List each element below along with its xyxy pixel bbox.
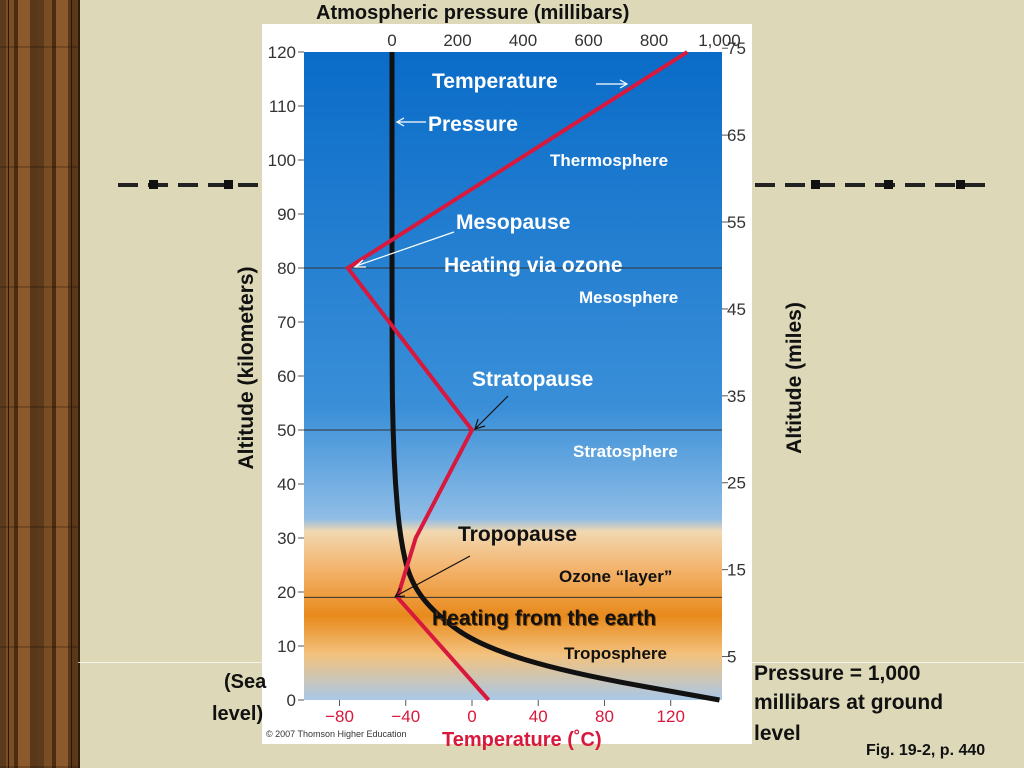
- temperature-series-line: [344, 50, 689, 702]
- temperature-annotation: Temperature: [432, 70, 558, 93]
- mesopause-annotation: Mesopause: [456, 211, 571, 234]
- x-top-tick-label: 200: [443, 31, 471, 50]
- y-left-tick-label: 80: [277, 259, 296, 278]
- y-left-axis-title: Altitude (kilometers): [235, 266, 258, 470]
- heating-from-earth-annotation: Heating from the earth: [432, 607, 657, 630]
- top-axis-title: Atmospheric pressure (millibars): [316, 2, 630, 24]
- troposphere-label: Troposphere: [564, 644, 667, 663]
- marker-square: [811, 180, 820, 189]
- x-top-tick-label: 0: [387, 31, 396, 50]
- heating-via-ozone-annotation: Heating via ozone: [444, 254, 623, 277]
- stratopause-annotation: Stratopause: [472, 368, 594, 391]
- marker-square: [149, 180, 158, 189]
- x-bottom-tick-label: 120: [657, 707, 685, 726]
- y-left-tick-label: 100: [268, 151, 296, 170]
- x-bottom-tick-label: 80: [595, 707, 614, 726]
- dashed-line-left: [118, 183, 260, 187]
- y-right-tick-label: 75: [727, 39, 746, 58]
- x-top-tick-label: 600: [574, 31, 602, 50]
- marker-square: [884, 180, 893, 189]
- y-right-tick-label: 35: [727, 387, 746, 406]
- y-left-tick-label: 40: [277, 475, 296, 494]
- y-left-tick-label: 10: [277, 637, 296, 656]
- y-left-tick-label: 110: [269, 97, 296, 116]
- plot-area: [304, 52, 722, 700]
- y-right-axis-title: Altitude (miles): [783, 302, 806, 454]
- sea-level-label-1: (Sea: [224, 671, 267, 693]
- y-left-tick-label: 90: [277, 205, 296, 224]
- y-left-tick-label: 60: [277, 367, 296, 386]
- y-right-tick-label: 55: [727, 213, 746, 232]
- pressure-annotation: Pressure: [428, 113, 518, 136]
- bottom-axis-title: Temperature (˚C): [442, 729, 602, 751]
- pressure-series-line: [389, 52, 720, 703]
- wood-border: [0, 0, 80, 768]
- x-top-tick-label: 800: [640, 31, 668, 50]
- y-left-tick-label: 120: [268, 43, 296, 62]
- y-right-tick-label: 5: [727, 648, 736, 667]
- y-right-tick-label: 25: [727, 474, 746, 493]
- y-right-tick-label: 15: [727, 561, 746, 580]
- mesosphere-label: Mesosphere: [579, 288, 679, 307]
- pressure-note-line-2: millibars at ground: [754, 691, 944, 714]
- stratosphere-label: Stratosphere: [573, 442, 678, 461]
- dashed-line-right: [755, 183, 995, 187]
- copyright-text: © 2007 Thomson Higher Education: [266, 729, 407, 739]
- marker-square: [224, 180, 233, 189]
- pressure-note-line-3: level: [754, 722, 801, 745]
- y-left-tick-label: 70: [277, 313, 296, 332]
- y-left-tick-label: 20: [277, 583, 296, 602]
- annotation-arrows-dark: [393, 395, 509, 598]
- ozone-layer-label: Ozone “layer”: [559, 567, 673, 586]
- x-bottom-tick-label: −40: [391, 707, 420, 726]
- x-top-tick-label: 1,000: [698, 31, 741, 50]
- sea-level-label-2: level): [212, 703, 264, 725]
- x-bottom-tick-label: 40: [529, 707, 548, 726]
- marker-square: [956, 180, 965, 189]
- tropopause-annotation: Tropopause: [458, 523, 578, 546]
- y-left-tick-label: 50: [277, 421, 296, 440]
- x-top-tick-label: 400: [509, 31, 537, 50]
- annotation-arrows: [353, 79, 629, 268]
- y-left-tick-label: 30: [277, 529, 296, 548]
- thermosphere-label: Thermosphere: [550, 151, 669, 170]
- x-bottom-tick-label: −80: [325, 707, 354, 726]
- pressure-note-line-1: Pressure = 1,000: [754, 662, 921, 685]
- y-left-tick-label: 0: [287, 691, 296, 710]
- y-right-tick-label: 65: [727, 126, 746, 145]
- figure-reference: Fig. 19-2, p. 440: [866, 742, 986, 759]
- x-bottom-tick-label: 0: [467, 707, 476, 726]
- y-right-tick-label: 45: [727, 300, 746, 319]
